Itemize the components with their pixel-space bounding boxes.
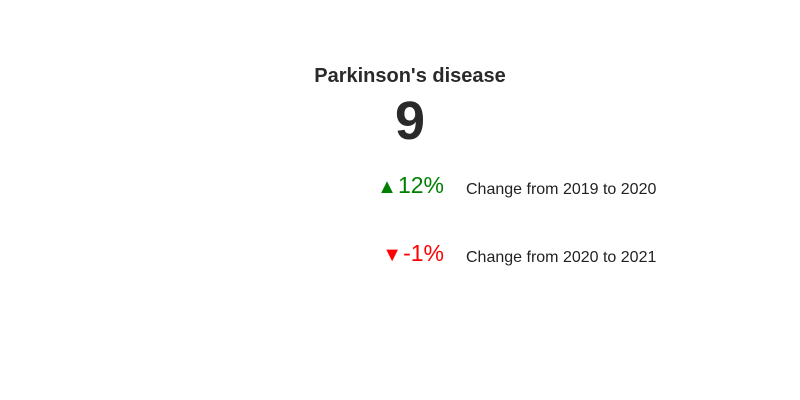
change-label: Change from 2019 to 2020 (466, 181, 657, 198)
arrow-down-icon: ▼ (382, 244, 403, 266)
change-percent: -1% (403, 240, 444, 266)
change-row-2019-2020: ▲12% Change from 2019 to 2020 (0, 172, 800, 202)
change-delta-up: ▲12% (377, 172, 444, 199)
arrow-up-icon: ▲ (377, 176, 397, 198)
change-delta-down: ▼-1% (382, 240, 444, 267)
change-label: Change from 2020 to 2021 (466, 249, 657, 266)
kpi-value: 9 (394, 91, 426, 151)
card-title: Parkinson's disease (314, 65, 506, 87)
change-row-2020-2021: ▼-1% Change from 2020 to 2021 (0, 240, 800, 270)
change-percent: 12% (397, 172, 444, 198)
